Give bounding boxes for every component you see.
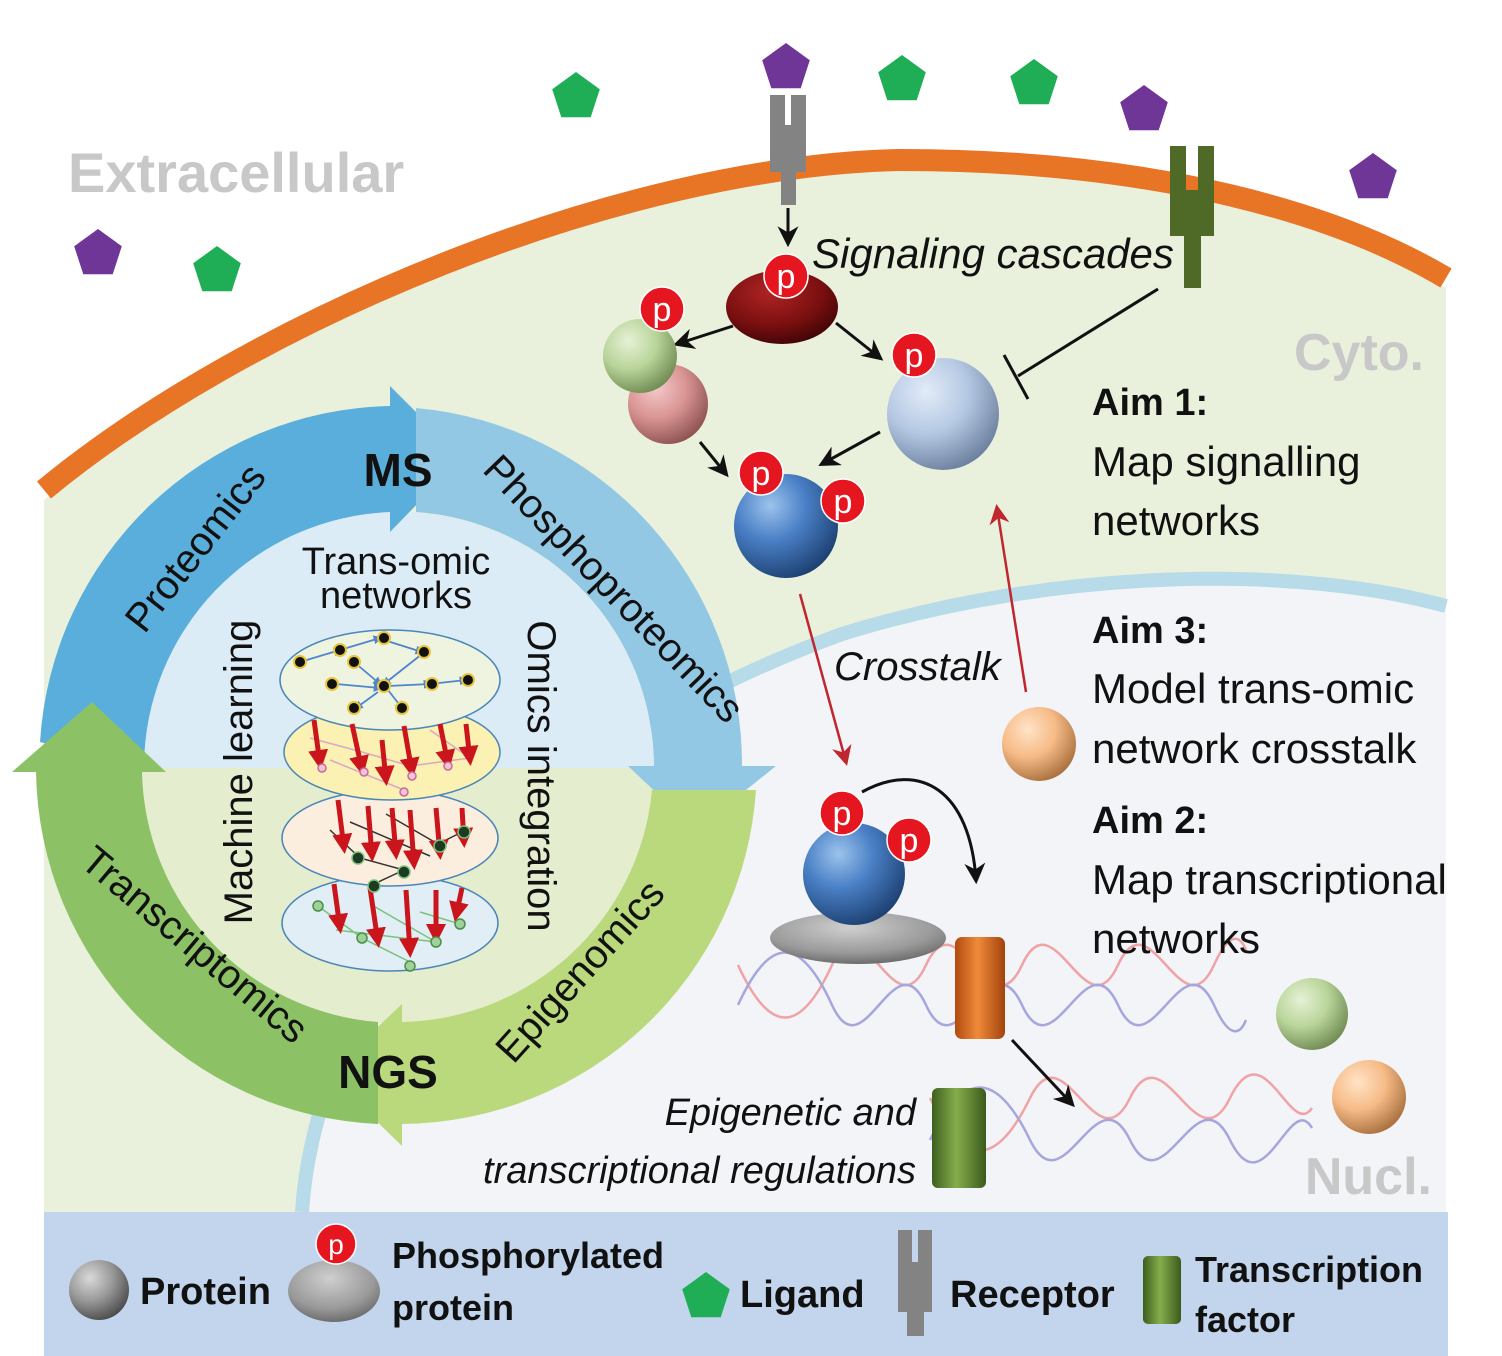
phospho-marks: p p p p p bbox=[639, 253, 937, 524]
aim-1-title: Aim 1: bbox=[1092, 382, 1208, 424]
phospho-mark-label: p bbox=[752, 455, 771, 493]
protein-peach-nucleus bbox=[1332, 1060, 1406, 1134]
ligand-icon bbox=[1010, 59, 1058, 105]
nuclear-regulation: p p Epigenetic and transcriptional regul… bbox=[483, 778, 1406, 1192]
protein-blue-cyto bbox=[734, 474, 838, 578]
legend-tf-line1: Transcription bbox=[1195, 1249, 1423, 1290]
aim-1-line1: Map signalling bbox=[1092, 438, 1361, 485]
phosphorylated-protein-legend-icon bbox=[288, 1260, 380, 1322]
transcription-factor-orange bbox=[955, 937, 1005, 1039]
ligand-icon bbox=[552, 72, 600, 118]
ligand-icon bbox=[762, 43, 810, 89]
machine-learning-label: Machine learning bbox=[217, 620, 261, 925]
aim-2-line1: Map transcriptional bbox=[1092, 856, 1447, 903]
activated-kinase bbox=[726, 270, 838, 344]
phospho-legend-mark bbox=[315, 1223, 357, 1265]
protein-blue-nucleus bbox=[803, 823, 905, 925]
ligands bbox=[74, 43, 1397, 292]
transcriptomics-arrow bbox=[12, 702, 378, 1124]
trans-omic-network-stack bbox=[279, 629, 501, 972]
transcription-factor-green bbox=[932, 1088, 986, 1188]
signaling-pathway: Signaling cascades Crosstalk p p p p p bbox=[603, 208, 1174, 781]
aim-1-line2: networks bbox=[1092, 497, 1260, 544]
aim-3-line1: Model trans-omic bbox=[1092, 665, 1414, 712]
phospho-mark-label: p bbox=[905, 337, 924, 375]
cell-membrane bbox=[37, 148, 1452, 499]
transcription-factor-legend-icon bbox=[1143, 1256, 1181, 1324]
protein-green-nucleus bbox=[1276, 978, 1348, 1050]
phosphoproteomics-arrow bbox=[416, 408, 776, 830]
ligand-icon bbox=[1349, 153, 1397, 199]
legend-receptor-label: Receptor bbox=[950, 1274, 1115, 1316]
legend-phospho-line1: Phosphorylated bbox=[392, 1235, 664, 1276]
phospho-mark-label: p bbox=[833, 795, 852, 833]
aim-3: Aim 3: Model trans-omic network crosstal… bbox=[1092, 610, 1417, 772]
legend-phospho-line2: protein bbox=[392, 1287, 514, 1328]
dna-helix-lower bbox=[928, 1073, 1314, 1164]
aim-3-title: Aim 3: bbox=[1092, 610, 1208, 652]
trans-omic-title-line1: Trans-omic bbox=[302, 541, 491, 583]
phospho-mark-label: p bbox=[900, 822, 919, 860]
aim-2-title: Aim 2: bbox=[1092, 800, 1208, 842]
legend: Protein p Phosphorylated protein Ligand … bbox=[44, 1212, 1448, 1356]
epigenetic-label-line2: transcriptional regulations bbox=[483, 1150, 916, 1192]
ms-label: MS bbox=[364, 444, 433, 496]
nucleus-label: Nucl. bbox=[1305, 1148, 1432, 1206]
ligand-icon bbox=[878, 55, 926, 101]
epigenomics-arrow bbox=[328, 790, 756, 1146]
ligand-icon bbox=[193, 246, 241, 292]
network-nodes bbox=[293, 631, 475, 972]
legend-protein-label: Protein bbox=[140, 1271, 271, 1313]
protein-legend-icon bbox=[69, 1260, 129, 1320]
legend-ligand-label: Ligand bbox=[740, 1274, 865, 1316]
receptor-gray-icon bbox=[770, 95, 806, 205]
aim-2: Aim 2: Map transcriptional networks bbox=[1092, 800, 1447, 962]
crosstalk-label: Crosstalk bbox=[834, 645, 1003, 689]
receptor-legend-icon bbox=[898, 1230, 932, 1336]
aim-1: Aim 1: Map signalling networks bbox=[1092, 382, 1361, 544]
ligand-legend-icon bbox=[682, 1272, 730, 1318]
aim-2-line2: networks bbox=[1092, 915, 1260, 962]
cytoplasm-label: Cyto. bbox=[1294, 324, 1424, 382]
ligand-icon bbox=[1120, 85, 1168, 131]
ngs-label: NGS bbox=[338, 1046, 438, 1098]
proteomics-arrow bbox=[40, 386, 462, 768]
phospho-mark-label: p bbox=[834, 483, 853, 521]
aims-panel: Aim 1: Map signalling networks Aim 3: Mo… bbox=[1092, 382, 1447, 962]
phospho-mark-label: p bbox=[653, 291, 672, 329]
trans-omic-title-line2: networks bbox=[320, 575, 472, 617]
extracellular-label: Extracellular bbox=[68, 141, 404, 204]
ligand-icon bbox=[74, 229, 122, 275]
receptor-green-icon bbox=[1170, 146, 1214, 288]
epigenetic-label-line1: Epigenetic and bbox=[665, 1092, 918, 1134]
protein-green bbox=[603, 319, 677, 393]
legend-tf-line2: factor bbox=[1195, 1299, 1295, 1340]
legend-phospho-mark: p bbox=[328, 1229, 344, 1260]
omics-integration-label: Omics integration bbox=[519, 620, 563, 931]
signaling-cascades-label: Signaling cascades bbox=[812, 230, 1174, 277]
legend-background bbox=[44, 1212, 1448, 1356]
aim-3-line2: network crosstalk bbox=[1092, 725, 1417, 772]
protein-peach-cyto bbox=[1002, 707, 1076, 781]
chromatin-protein bbox=[770, 912, 946, 964]
phospho-mark-label: p bbox=[777, 258, 796, 296]
protein-lightblue bbox=[887, 358, 999, 470]
